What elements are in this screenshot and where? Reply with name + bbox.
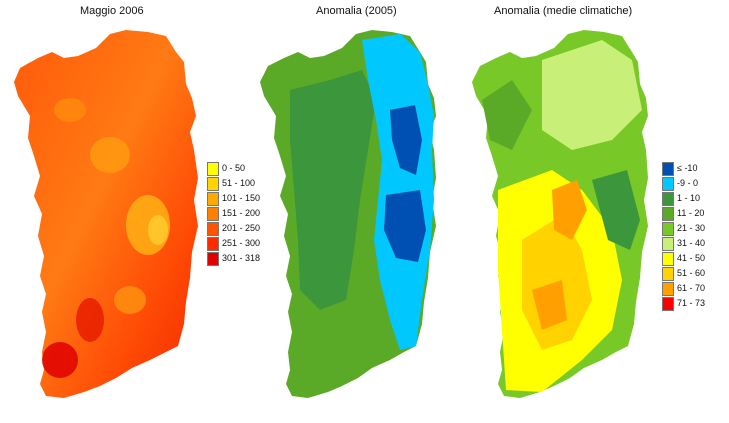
legend-label: 21 - 30 [677,223,706,233]
map-title: Anomalia (2005) [316,5,397,17]
map-panel-anomalia-2005: Anomalia (2005) [250,0,450,423]
legend-label: 201 - 250 [222,223,261,233]
legend-label: 101 - 150 [222,193,261,203]
island-shape [14,30,198,398]
sardinia-rainfall-map [14,30,198,398]
legend-label: 31 - 40 [677,238,706,248]
legend-swatch [207,207,219,221]
legend-label: 61 - 70 [677,283,706,293]
relief-patches [42,98,170,378]
legend-swatch [662,192,674,206]
anomaly-zones [290,34,434,350]
legend-label: ≤ -10 [677,163,698,173]
map-title: Maggio 2006 [80,5,144,17]
legend-swatch [207,222,219,236]
map-panel-anomalia-medie: Anomalia (medie climatiche) ≤ -10 -9 - 0… [462,0,729,423]
legend-swatch [662,162,674,176]
legend-swatch [207,237,219,251]
legend-swatch [662,177,674,191]
legend-label: 151 - 200 [222,208,261,218]
sardinia-anomaly-2005-map [260,30,436,398]
legend-label: 251 - 300 [222,238,261,248]
legend-label: 51 - 60 [677,268,706,278]
legend-swatch [207,252,219,266]
legend-swatch [662,237,674,251]
legend-label: 0 - 50 [222,163,246,173]
anomaly-zones [482,40,642,392]
map-panel-maggio-2006: Maggio 2006 0 - 50 51 - 100 101 - 150 15… [0,0,260,423]
legend-swatch [662,222,674,236]
legend-label: 11 - 20 [677,208,705,218]
legend-swatch [662,207,674,221]
legend-swatch [662,267,674,281]
legend-swatch [207,177,219,191]
sardinia-anomaly-climatic-map [472,30,648,398]
legend-label: -9 - 0 [677,178,699,188]
legend-swatch [662,252,674,266]
legend-swatch [662,297,674,311]
legend-label: 51 - 100 [222,178,256,188]
legend-label: 41 - 50 [677,253,706,263]
legend-swatch [207,162,219,176]
map-title: Anomalia (medie climatiche) [494,5,633,17]
legend-label: 71 - 73 [677,298,706,308]
legend-label: 301 - 318 [222,253,261,263]
legend-swatch [207,192,219,206]
legend-swatch [662,282,674,296]
legend-label: 1 - 10 [677,193,701,203]
